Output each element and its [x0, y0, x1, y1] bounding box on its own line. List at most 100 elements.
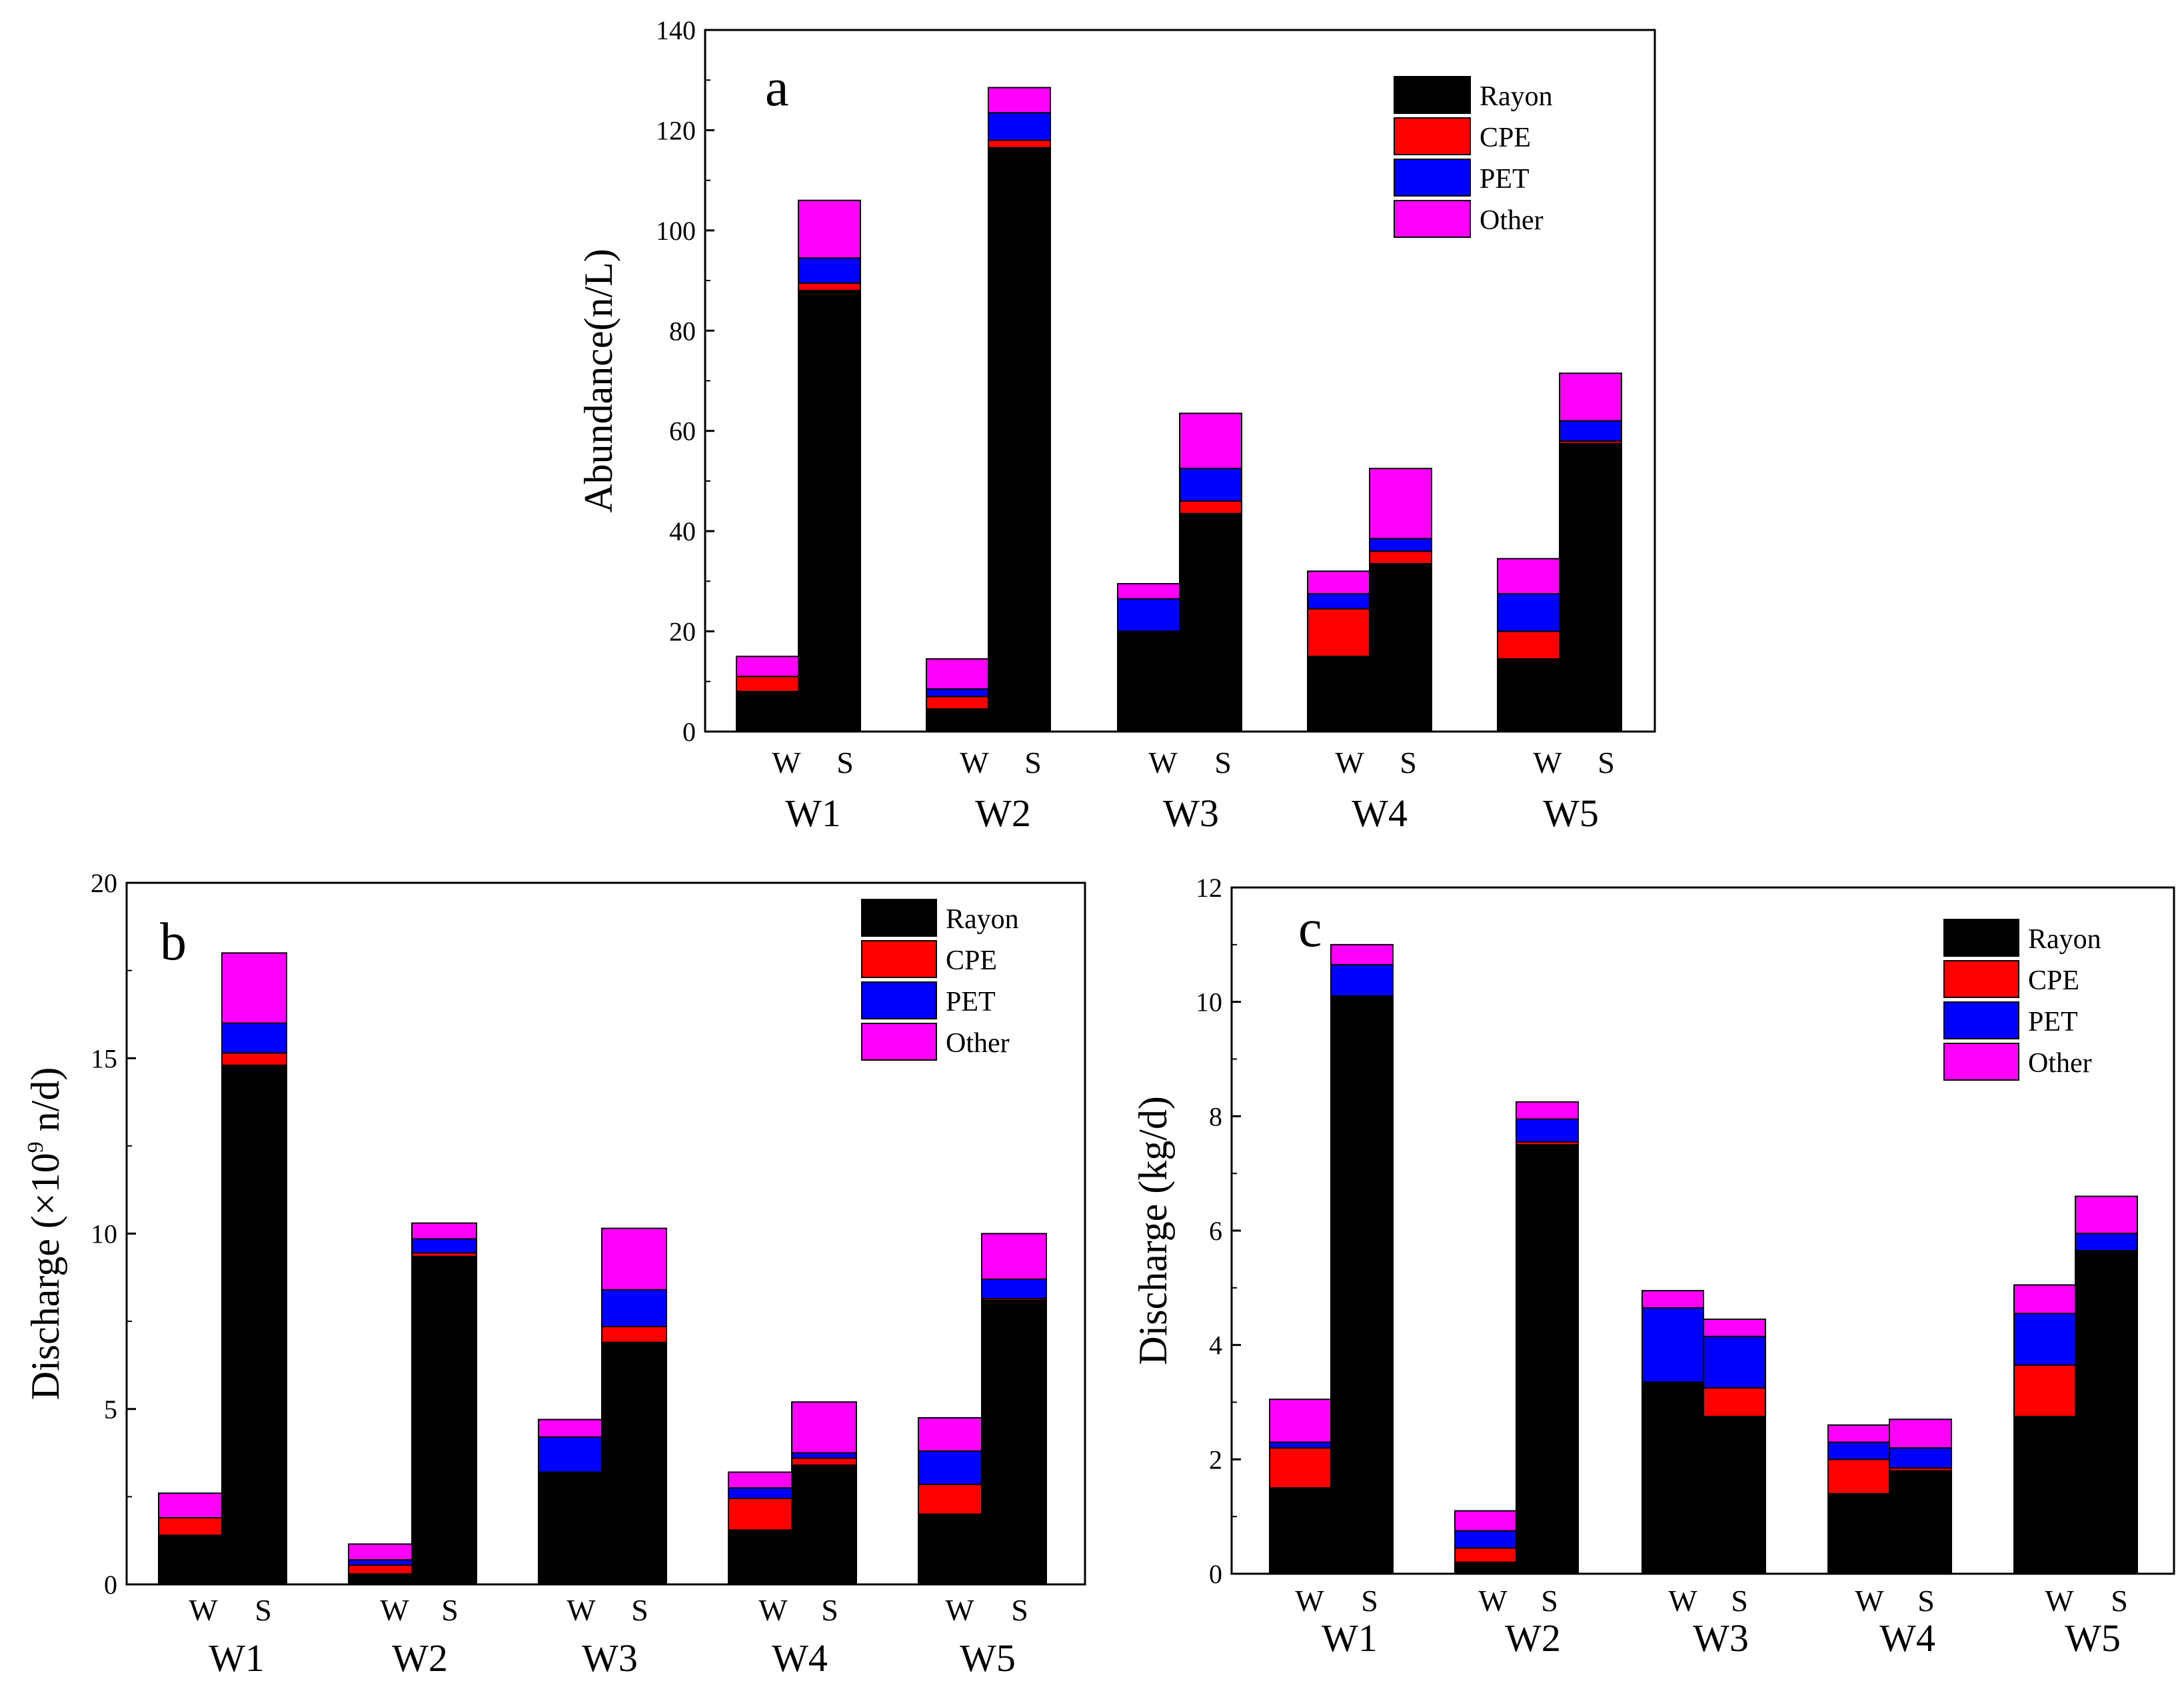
bar-other-w4-w: [1827, 1424, 1890, 1443]
bar-sublabel-w: W: [1295, 1584, 1324, 1618]
bar-other-w4-s: [1369, 468, 1432, 540]
bar-sublabel-w: W: [1855, 1584, 1884, 1618]
bar-other-w5-s: [1559, 372, 1622, 422]
x-group-label-w1: W1: [209, 1636, 265, 1680]
bar-rayon-w5-w: [2013, 1415, 2076, 1574]
y-tick-label: 0: [682, 717, 696, 747]
bar-pet-w2-s: [988, 112, 1051, 141]
bar-cpe-w1-w: [736, 676, 799, 692]
panel-letter: c: [1298, 899, 1322, 958]
legend-swatch-cpe: [1394, 117, 1471, 155]
x-group-label-w4: W4: [772, 1636, 828, 1680]
bar-pet-w5-w: [2013, 1313, 2076, 1366]
bar-pet-w4-s: [1889, 1447, 1952, 1469]
bar-pet-w3-w: [1117, 598, 1180, 632]
bar-rayon-w1-s: [221, 1064, 287, 1585]
legend-label-pet: PET: [2028, 1007, 2078, 1037]
legend-swatch-rayon: [1394, 76, 1471, 114]
x-group-label-w4: W4: [1879, 1616, 1935, 1660]
bar-sublabel-w: W: [772, 746, 801, 780]
bar-sublabel-w: W: [189, 1593, 218, 1627]
bar-other-w3-w: [1641, 1290, 1704, 1309]
bar-other-w2-s: [411, 1222, 477, 1240]
bar-other-w4-s: [1889, 1418, 1952, 1449]
bar-pet-w5-s: [981, 1278, 1047, 1299]
bar-sublabel-w: W: [380, 1593, 409, 1627]
bar-sublabel-s: S: [441, 1593, 459, 1627]
y-tick-label: 20: [91, 868, 117, 898]
bar-pet-w1-w: [1269, 1441, 1332, 1449]
bar-rayon-w4-s: [791, 1464, 857, 1585]
legend-swatch-pet: [861, 981, 937, 1019]
bar-rayon-w3-s: [1179, 512, 1242, 732]
bar-sublabel-s: S: [1731, 1584, 1748, 1618]
bar-cpe-w4-w: [1827, 1458, 1890, 1494]
y-tick-label: 6: [1209, 1216, 1222, 1246]
bar-sublabel-w: W: [1533, 746, 1562, 780]
bar-sublabel-w: W: [2045, 1584, 2074, 1618]
bar-cpe-w1-s: [221, 1052, 287, 1066]
bar-rayon-w1-w: [736, 690, 799, 733]
bar-sublabel-w: W: [758, 1593, 788, 1627]
bar-sublabel-w: W: [1668, 1584, 1697, 1618]
bar-pet-w2-w: [926, 688, 989, 698]
bar-rayon-w5-w: [1497, 658, 1560, 732]
bar-rayon-w2-s: [1516, 1144, 1579, 1574]
legend-swatch-rayon: [861, 899, 937, 937]
bar-other-w4-w: [728, 1471, 792, 1489]
x-group-label-w2: W2: [975, 792, 1031, 835]
bar-sublabel-s: S: [836, 746, 854, 780]
bar-rayon-w2-s: [411, 1255, 477, 1586]
bar-cpe-w2-s: [988, 139, 1051, 149]
bar-cpe-w4-s: [791, 1457, 857, 1466]
bar-pet-w1-s: [221, 1022, 287, 1054]
bar-other-w1-w: [158, 1492, 223, 1518]
bar-pet-w1-s: [1330, 963, 1394, 997]
bar-other-w3-s: [1179, 412, 1242, 470]
legend-label-pet: PET: [1480, 164, 1530, 195]
bar-pet-w4-w: [1307, 593, 1370, 610]
bar-sublabel-s: S: [1011, 1593, 1028, 1627]
bar-rayon-w5-w: [918, 1513, 982, 1585]
bar-rayon-w5-s: [1559, 442, 1622, 733]
bar-pet-w1-s: [798, 257, 861, 284]
legend: Rayon CPE PET Other: [1943, 919, 2101, 1081]
bar-pet-w2-s: [1516, 1118, 1579, 1143]
bar-cpe-w2-w: [348, 1564, 413, 1575]
y-axis-title: Abundance(n/L): [576, 249, 620, 513]
bar-pet-w5-w: [1497, 593, 1560, 632]
bar-other-w2-w: [348, 1543, 413, 1561]
legend-label-other: Other: [946, 1028, 1010, 1059]
bar-cpe-w1-w: [1269, 1447, 1332, 1489]
bar-pet-w4-s: [1369, 538, 1432, 552]
bar-pet-w2-s: [411, 1238, 477, 1254]
bar-other-w5-s: [2075, 1195, 2138, 1235]
bar-pet-w3-w: [1641, 1307, 1704, 1383]
legend-label-cpe: CPE: [2028, 965, 2079, 996]
x-group-label-w3: W3: [582, 1636, 638, 1680]
bar-sublabel-s: S: [1024, 746, 1042, 780]
bar-other-w4-w: [1307, 570, 1370, 595]
bar-rayon-w3-w: [1117, 630, 1180, 732]
y-tick-label: 100: [656, 216, 696, 246]
bar-sublabel-w: W: [945, 1593, 974, 1627]
x-group-label-w2: W2: [392, 1636, 448, 1680]
bar-sublabel-s: S: [1400, 746, 1417, 780]
legend-swatch-rayon: [1943, 919, 2019, 957]
bar-sublabel-s: S: [255, 1593, 272, 1627]
legend-swatch-other: [1943, 1043, 2019, 1081]
y-tick-label: 4: [1209, 1331, 1222, 1361]
legend-label-rayon: Rayon: [946, 904, 1019, 935]
bar-sublabel-s: S: [1541, 1584, 1558, 1618]
bar-rayon-w5-s: [2075, 1250, 2138, 1574]
bar-other-w2-s: [988, 87, 1051, 114]
bar-pet-w2-w: [1454, 1530, 1517, 1549]
bar-rayon-w3-s: [1703, 1415, 1766, 1574]
bar-rayon-w4-w: [1827, 1492, 1890, 1574]
bar-cpe-w3-s: [1179, 500, 1242, 514]
bar-cpe-w5-w: [2013, 1364, 2076, 1417]
bar-cpe-w3-s: [601, 1326, 667, 1343]
bar-other-w5-w: [918, 1416, 982, 1452]
legend-label-rayon: Rayon: [2028, 924, 2101, 955]
